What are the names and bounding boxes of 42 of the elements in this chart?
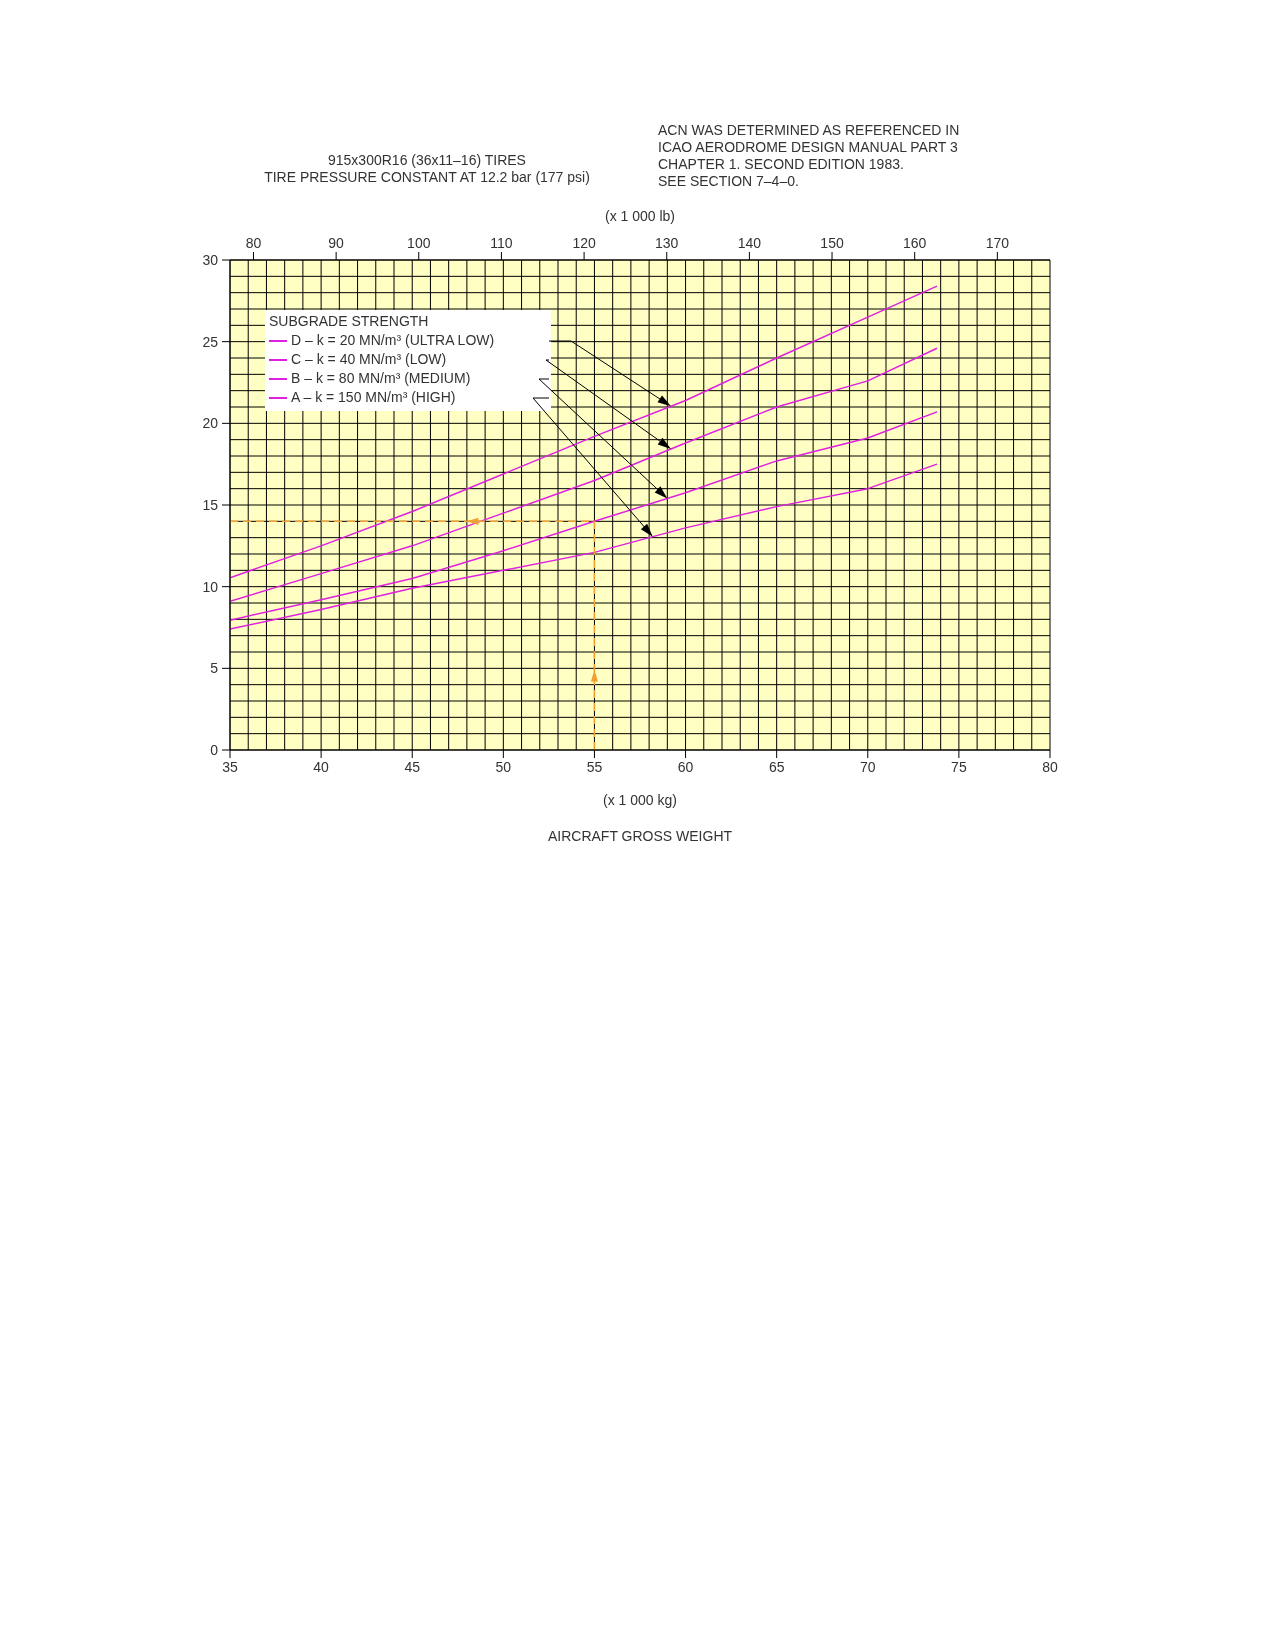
- chart-title: 915x300R16 (36x11–16) TIRES: [327, 152, 527, 169]
- legend-label: D – k = 20 MN/m³ (ULTRA LOW): [290, 331, 495, 350]
- x-tick-label: 40: [313, 759, 330, 775]
- line-series: [230, 347, 938, 603]
- x2-tick-label: 170: [985, 235, 1010, 251]
- x2-tick-label: 160: [903, 235, 927, 251]
- x-tick-label: 55: [586, 759, 603, 775]
- x2-axis-title: (x 1 000 lb): [603, 208, 676, 224]
- x-tick-label: 70: [859, 759, 876, 775]
- text: ACN WAS DETERMINED AS REFERENCED IN ICAO AERODROME DESIGN MANUAL PART 3 CHAPTER 1. SECOND EDITION 1983. SEE SECTION 7–4–0.: [658, 122, 960, 190]
- x2-tick-label: 120: [572, 235, 596, 251]
- x2-tick-label: 130: [655, 235, 679, 251]
- chart-subtitle: TIRE PRESSURE CONSTANT AT 12.2 bar (177 psi): [263, 169, 591, 186]
- x-tick-label: 75: [951, 759, 967, 775]
- x2-tick-label: 110: [490, 235, 513, 251]
- x-tick-label: 65: [768, 759, 785, 775]
- x2-tick-label: 100: [407, 235, 431, 251]
- y-tick-label: 30: [202, 252, 219, 268]
- x-tick-label: 60: [677, 759, 694, 775]
- x-tick-label: 50: [495, 759, 512, 775]
- legend-title: SUBGRADE STRENGTH: [269, 312, 430, 331]
- x2-tick-label: 150: [820, 235, 844, 251]
- y-tick-label: 5: [210, 660, 219, 677]
- line-series: [230, 411, 938, 621]
- y-tick-label: 20: [202, 415, 219, 432]
- x-tick-label: 80: [1042, 759, 1058, 775]
- legend-label: C – k = 40 MN/m³ (LOW): [290, 350, 448, 369]
- x2-tick-label: 80: [245, 235, 262, 251]
- y-tick-label: 15: [202, 497, 219, 513]
- x-tick-label: 35: [222, 759, 238, 775]
- x-tick-label: 45: [404, 759, 421, 775]
- line-series: [230, 463, 938, 630]
- y-tick-label: 25: [202, 333, 219, 350]
- line-series: [230, 285, 938, 579]
- y-tick-label: 10: [202, 578, 219, 595]
- text: AIRCRAFT GROSS WEIGHT: [546, 828, 734, 845]
- y-tick-label: 0: [210, 742, 219, 758]
- x-axis-title: (x 1 000 kg): [602, 792, 678, 808]
- x2-tick-label: 90: [328, 235, 345, 251]
- legend-label: B – k = 80 MN/m³ (MEDIUM): [290, 369, 472, 388]
- x2-tick-label: 140: [737, 235, 762, 251]
- legend-label: A – k = 150 MN/m³ (HIGH): [290, 388, 457, 407]
